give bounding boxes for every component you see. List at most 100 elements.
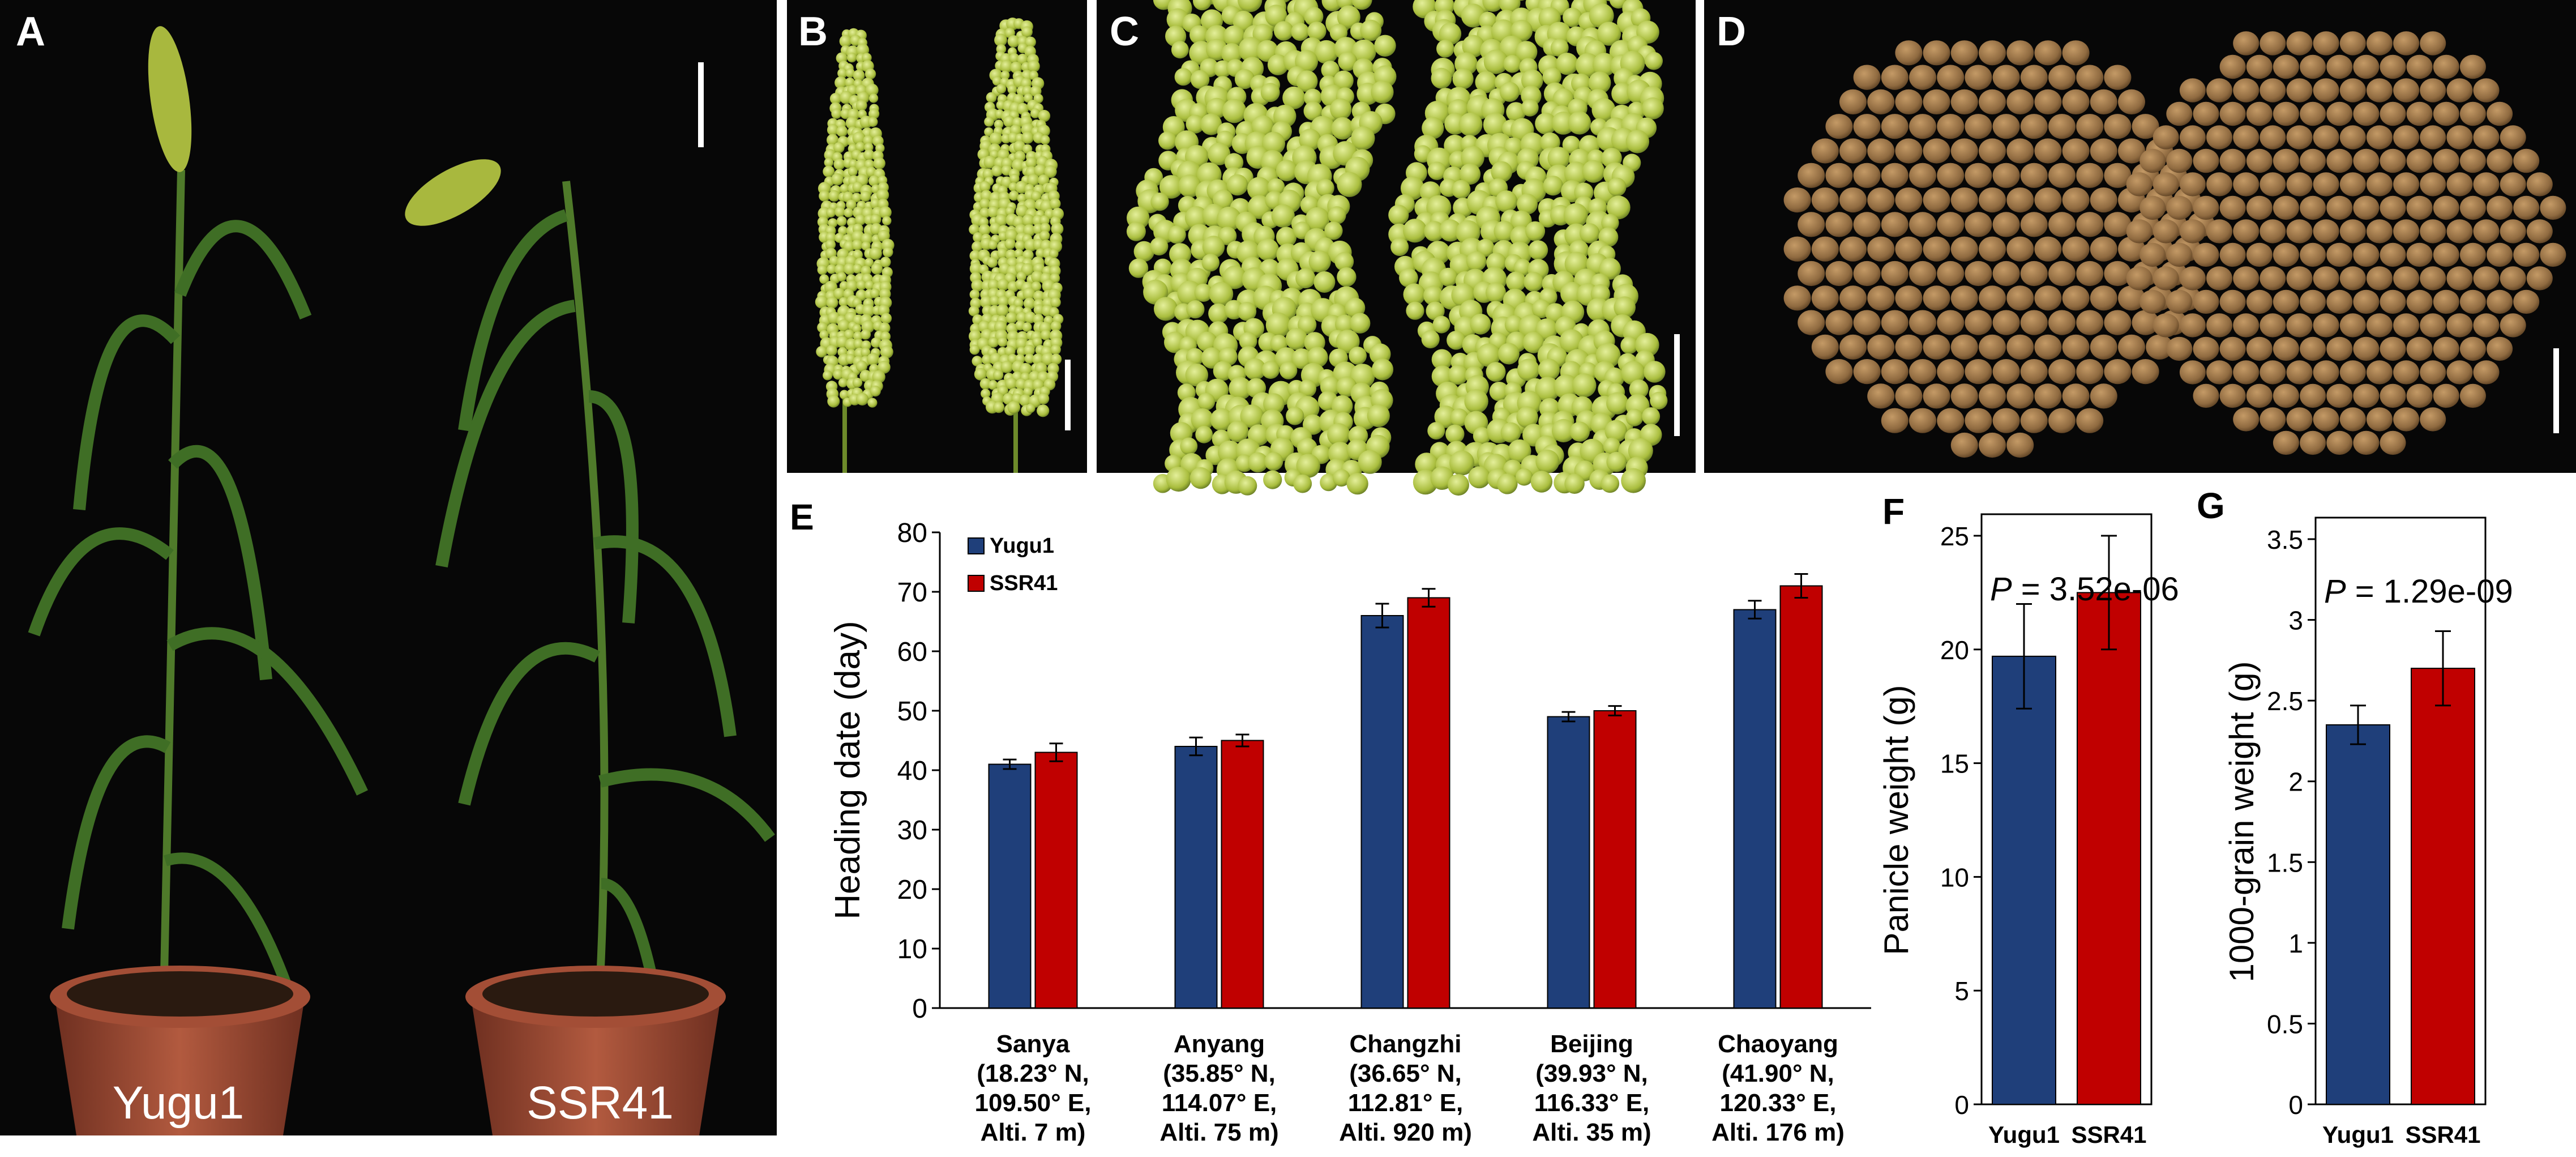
- grain: [2020, 408, 2048, 433]
- grain: [1909, 310, 1936, 335]
- y-tick-label: 2.5: [2267, 686, 2303, 716]
- panicle-bud: [1051, 223, 1064, 236]
- panicle-bud: [992, 76, 1002, 86]
- x-tick-label: Alti. 176 m): [1711, 1118, 1845, 1146]
- panicle-bud: [1629, 379, 1649, 399]
- grain: [1950, 383, 1978, 409]
- grain: [2300, 242, 2326, 267]
- panicle-bud: [862, 53, 872, 63]
- panicle-bud: [1158, 131, 1177, 150]
- panicle-bud: [1367, 404, 1390, 428]
- panicle-bud: [1374, 35, 1396, 57]
- panicle-bud: [1470, 313, 1491, 335]
- x-tick-label: Yugu1: [1988, 1121, 2060, 1148]
- grain: [2179, 125, 2206, 150]
- grain: [2090, 187, 2117, 213]
- panicle-bud: [1621, 361, 1645, 385]
- grain: [2433, 195, 2459, 220]
- x-tick-label: Chaoyang: [1718, 1030, 1838, 1058]
- grain: [2273, 242, 2299, 267]
- panicle-bud: [1462, 35, 1485, 58]
- panicle-bud: [1403, 283, 1426, 306]
- grain: [2393, 313, 2420, 338]
- panicle-bud: [994, 119, 1004, 129]
- grain: [2393, 31, 2420, 55]
- panicle-bud: [984, 117, 994, 127]
- grain: [1867, 334, 1895, 360]
- panicle-bud: [1547, 147, 1570, 169]
- panicle-bud: [1218, 440, 1242, 464]
- grain: [2118, 334, 2145, 360]
- grain: [2286, 219, 2313, 244]
- grain: [2513, 195, 2540, 220]
- panicle-bud: [989, 295, 1000, 306]
- grain: [2446, 219, 2473, 244]
- panicle-bud: [1307, 22, 1326, 41]
- panicle-bud: [1225, 153, 1244, 172]
- panicle-bud: [1174, 68, 1192, 86]
- panicle-bud: [983, 155, 997, 169]
- panicle-bud: [1331, 117, 1354, 140]
- panicle-bud: [1197, 392, 1216, 411]
- panel-a-photo: A: [0, 0, 777, 1135]
- panicle-bud: [1184, 206, 1208, 230]
- grain: [2233, 266, 2260, 291]
- panicle-bud: [1293, 474, 1312, 493]
- grain: [2446, 266, 2473, 291]
- grain: [2459, 148, 2486, 173]
- panicle-bud: [844, 263, 856, 275]
- panicle-bud: [1535, 377, 1560, 402]
- grain: [1923, 187, 1950, 213]
- panicle-bud: [1423, 285, 1443, 306]
- panicle-bud: [969, 289, 980, 300]
- panicle-bud: [1426, 301, 1445, 321]
- panicle-bud: [853, 69, 865, 82]
- panicle-bud: [1601, 214, 1619, 232]
- x-tick-label: Beijing: [1550, 1030, 1633, 1058]
- grain: [2090, 89, 2117, 114]
- grain: [1881, 310, 1909, 335]
- panicle-bud: [1015, 337, 1028, 350]
- panicle-bud: [865, 83, 879, 97]
- panicle-bud: [1466, 251, 1487, 272]
- panicle-bud: [817, 322, 828, 333]
- panicle-bud: [1535, 449, 1560, 473]
- panicle-bud: [1521, 69, 1543, 92]
- panicle-bud: [1039, 230, 1050, 241]
- panicle-bud: [1208, 142, 1231, 165]
- grain: [2048, 65, 2076, 90]
- grain: [1992, 212, 2020, 237]
- grain: [2246, 148, 2273, 173]
- panicle-bud: [1491, 161, 1513, 183]
- panicle-bud: [882, 216, 892, 226]
- grain: [2513, 289, 2540, 314]
- panicle-bud: [1050, 321, 1062, 332]
- panicle-bud: [974, 368, 987, 381]
- grain: [2406, 54, 2433, 79]
- grain: [2048, 408, 2076, 433]
- panicle-bud: [1308, 250, 1331, 273]
- panicle-bud: [1166, 467, 1191, 492]
- panicle-bud: [1186, 300, 1205, 319]
- grain: [1979, 236, 2006, 262]
- grain: [1895, 138, 1923, 164]
- panicle-bud: [837, 272, 847, 282]
- panicle-bud: [817, 264, 828, 275]
- panicle-bud: [1049, 265, 1061, 277]
- grain: [2406, 336, 2433, 361]
- panicle-bud: [1486, 282, 1506, 303]
- panicle-bud: [1510, 19, 1533, 42]
- bar-yugu1-4: [1733, 609, 1777, 1009]
- pot-label-ssr41: SSR41: [527, 1077, 674, 1129]
- panicle-bud: [1528, 240, 1548, 260]
- panicle-bud: [1597, 22, 1621, 46]
- grain: [1992, 408, 2020, 433]
- grain: [1979, 138, 2006, 164]
- panicle-bud: [1313, 271, 1336, 293]
- grain: [1950, 40, 1978, 66]
- grain: [2166, 336, 2193, 361]
- panicle-bud: [1607, 177, 1627, 197]
- y-tick-label: 20: [897, 875, 927, 905]
- panicle-bud: [1008, 190, 1019, 201]
- panicle-bud: [1431, 349, 1453, 370]
